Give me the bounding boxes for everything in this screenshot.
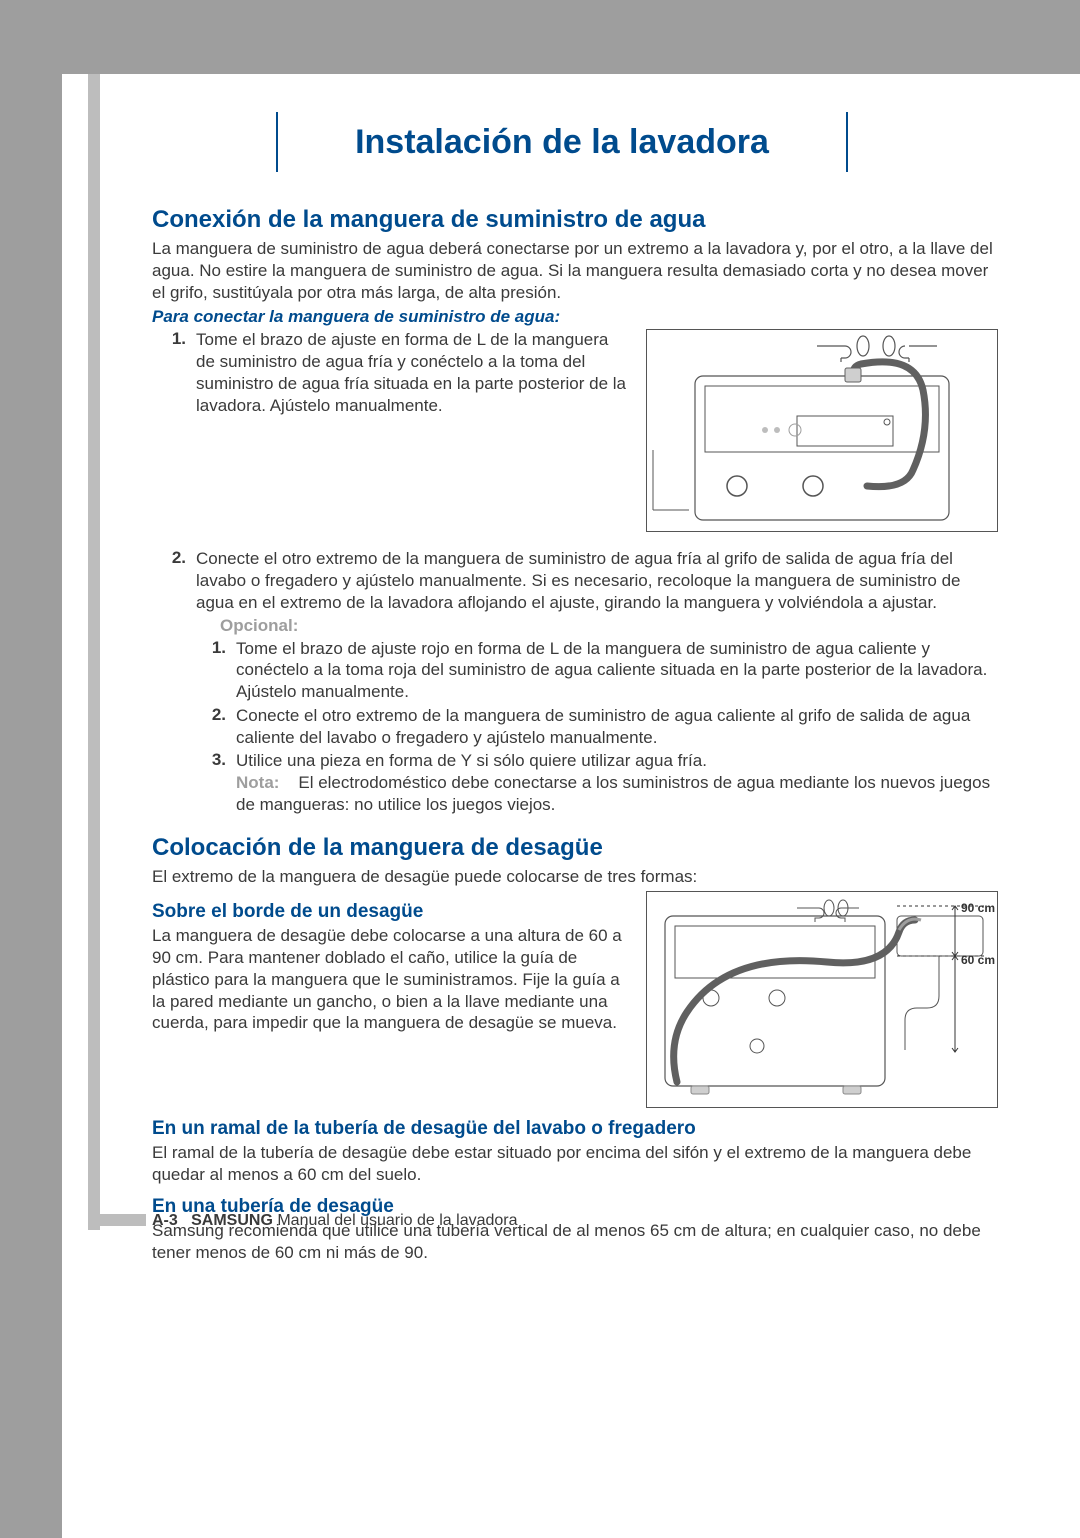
sec1-opt1: Tome el brazo de ajuste rojo en forma de… — [236, 638, 998, 703]
sec2-sub1-h: Sobre el borde de un desagüe — [152, 901, 626, 923]
page-title: Instalación de la lavadora — [355, 123, 769, 162]
figure-1 — [646, 329, 998, 532]
frame-bar-left — [0, 0, 62, 1538]
page-number: A-3 — [152, 1212, 178, 1229]
dim-60cm: 60 cm — [961, 953, 995, 967]
sec1-step1-row: 1. Tome el brazo de ajuste en forma de L… — [152, 329, 998, 532]
sec1-step1: Tome el brazo de ajuste en forma de L de… — [196, 329, 626, 416]
page: Instalación de la lavadora Conexión de l… — [0, 0, 1080, 1538]
sec2-sub1-row: Sobre el borde de un desagüe La manguera… — [152, 891, 998, 1108]
sec1-step2: Conecte el otro extremo de la manguera d… — [196, 548, 998, 613]
page-title-box: Instalación de la lavadora — [276, 112, 848, 172]
sec2-sub1-p: La manguera de desagüe debe colocarse a … — [152, 925, 626, 1034]
drain-hose-diagram: 90 cm 60 cm — [647, 892, 997, 1102]
sec1-step2-row: 2. Conecte el otro extremo de la manguer… — [152, 548, 998, 613]
sec2-heading: Colocación de la manguera de desagüe — [152, 834, 998, 862]
sec2-sub2-p: El ramal de la tubería de desagüe debe e… — [152, 1142, 998, 1186]
sec2-sub2-h: En un ramal de la tubería de desagüe del… — [152, 1118, 998, 1140]
step-number: 2. — [204, 705, 226, 749]
step-number: 1. — [152, 329, 186, 416]
step-number: 1. — [204, 638, 226, 703]
sec1-heading: Conexión de la manguera de suministro de… — [152, 206, 998, 234]
optional-list: 1. Tome el brazo de ajuste rojo en forma… — [204, 638, 998, 816]
dim-90cm: 90 cm — [961, 901, 995, 915]
content: Conexión de la manguera de suministro de… — [152, 206, 998, 1267]
sec1-opt3-wrap: Utilice una pieza en forma de Y si sólo … — [236, 750, 998, 815]
frame-bar-inner — [88, 74, 100, 1230]
footer: A-3 SAMSUNG Manual del usuario de la lav… — [152, 1212, 518, 1230]
frame-footer-spine — [88, 1214, 146, 1226]
frame-bar-top — [0, 0, 1080, 74]
sec1-intro: La manguera de suministro de agua deberá… — [152, 238, 998, 303]
optional-label: Opcional: — [220, 616, 998, 636]
step-number: 3. — [204, 750, 226, 815]
figure-2: 90 cm 60 cm — [646, 891, 998, 1108]
footer-tail: Manual del usuario de la lavadora — [273, 1212, 518, 1229]
sec1-opt2: Conecte el otro extremo de la manguera d… — [236, 705, 998, 749]
sec1-lead: Para conectar la manguera de suministro … — [152, 307, 998, 327]
supply-hose-diagram — [647, 330, 997, 526]
step-number: 2. — [152, 548, 186, 613]
footer-brand: SAMSUNG — [191, 1212, 273, 1229]
sec1-opt3: Utilice una pieza en forma de Y si sólo … — [236, 751, 707, 770]
nota-label: Nota: — [236, 773, 279, 792]
sec2-intro: El extremo de la manguera de desagüe pue… — [152, 866, 998, 888]
sec1-nota: El electrodoméstico debe conectarse a lo… — [236, 773, 990, 814]
